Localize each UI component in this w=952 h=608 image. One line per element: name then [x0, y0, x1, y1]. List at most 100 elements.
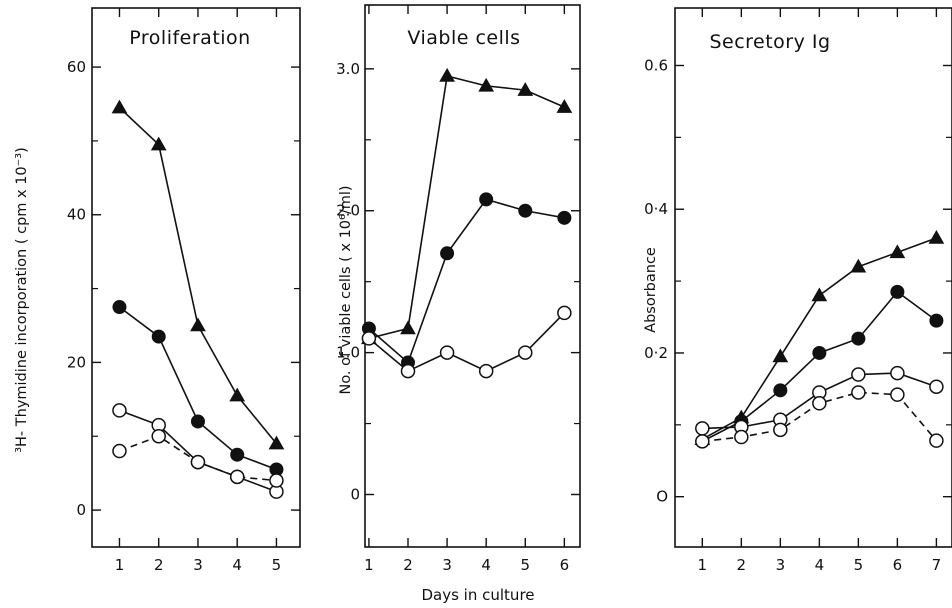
triangle-marker [556, 99, 573, 113]
y-tick-label: 0 [76, 501, 86, 519]
open-circle-marker [773, 422, 788, 438]
x-tick-label: 5 [272, 556, 282, 574]
open-circle-marker [439, 345, 455, 360]
series-line [118, 107, 278, 445]
triangle-marker [478, 77, 495, 92]
open-circle-marker [929, 433, 944, 448]
filled-circle-marker [112, 300, 127, 315]
triangle-marker [190, 317, 206, 332]
x-tick-label: 5 [854, 556, 864, 574]
open-circle-marker [229, 469, 245, 485]
triangle-marker [928, 229, 945, 244]
series-line [368, 74, 565, 340]
open-circle-marker [151, 428, 166, 444]
open-circle-marker [695, 434, 710, 449]
y-tick-label: 0.6 [644, 56, 668, 74]
y-tick-label: 0·4 [644, 200, 668, 218]
triangle-marker [811, 287, 828, 302]
triangle-marker [889, 244, 906, 259]
x-tick-label: 3 [193, 556, 203, 574]
open-circle-marker [851, 367, 866, 382]
filled-circle-marker [773, 383, 788, 398]
triangle-marker [400, 320, 416, 335]
x-tick-label: 2 [737, 556, 747, 574]
series-line [368, 198, 565, 364]
plot-frame [674, 7, 952, 548]
y-tick-label: 3.0 [336, 60, 360, 78]
triangle-marker [517, 82, 534, 96]
open-circle-marker [890, 387, 905, 402]
open-circle-marker [812, 396, 827, 411]
open-circle-marker [400, 363, 416, 379]
open-circle-marker [929, 379, 944, 394]
filled-circle-marker [440, 246, 455, 261]
open-circle-marker [112, 403, 127, 418]
open-circle-marker [518, 345, 533, 360]
open-circle-marker [734, 429, 749, 445]
open-circle-marker [557, 305, 572, 321]
panel-title: Secretory Ig [709, 31, 830, 53]
filled-circle-marker [518, 203, 533, 218]
open-circle-marker [478, 363, 494, 379]
panel-title: Viable cells [407, 27, 520, 49]
filled-circle-marker [851, 331, 866, 346]
y-tick-label: 40 [67, 206, 86, 224]
filled-circle-marker [890, 284, 905, 299]
open-circle-marker [890, 365, 905, 381]
x-tick-label: 4 [232, 556, 242, 574]
panel-viable-cells: Viable cells No. of viable cells ( x 10⁶/… [336, 4, 581, 574]
panel-title: Proliferation [129, 27, 250, 49]
panel-secretory-ig: Secretory Ig Absorbance O 0·2 0·4 0.6 1 2 3 4 5 6 7 [643, 7, 952, 574]
y-tick-label: O [656, 488, 668, 506]
filled-circle-marker [812, 345, 827, 360]
triangle-marker [772, 348, 789, 363]
y-axis-title: Absorbance [643, 247, 659, 333]
y-tick-label: 60 [67, 58, 86, 76]
y-tick-label: 0 [350, 486, 360, 504]
panel-proliferation: Proliferation ³H- Thymidine incorporation… [14, 7, 301, 574]
triangle-marker [850, 258, 867, 273]
y-axis-title: ³H- Thymidine incorporation ( cpm x 10⁻³… [14, 147, 30, 453]
series-line [118, 306, 277, 471]
y-axis-title: No. of viable cells ( x 10⁶/ml) [338, 185, 354, 394]
triangle-marker [229, 387, 246, 402]
y-tick-label: 2.0 [336, 202, 360, 220]
filled-circle-marker [557, 210, 572, 225]
filled-circle-marker [151, 329, 166, 344]
x-tick-label: 7 [932, 556, 942, 574]
y-tick-label: 1.0 [336, 344, 360, 362]
y-tick-label: 0·2 [644, 344, 668, 362]
open-circle-marker [269, 473, 284, 488]
filled-circle-marker [230, 447, 245, 462]
open-circle-marker [695, 421, 710, 436]
x-axis-title: Days in culture [421, 586, 534, 604]
x-tick-label: 2 [154, 556, 164, 574]
filled-circle-marker [929, 313, 944, 328]
x-tick-label: 6 [560, 556, 570, 574]
x-tick-label: 6 [893, 556, 903, 574]
triangle-marker [111, 99, 128, 114]
filled-circle-marker [479, 192, 494, 207]
y-tick-label: 20 [67, 353, 86, 371]
x-tick-label: 4 [481, 556, 491, 574]
series-line [368, 312, 565, 373]
triangle-marker [439, 67, 455, 82]
triangle-marker [150, 136, 167, 151]
plot-frame [91, 7, 301, 548]
x-tick-label: 1 [115, 556, 125, 574]
x-tick-label: 5 [520, 556, 530, 574]
x-tick-label: 3 [776, 556, 786, 574]
open-circle-marker [851, 385, 866, 400]
x-tick-label: 1 [364, 556, 374, 574]
x-tick-label: 4 [815, 556, 825, 574]
triangle-marker [268, 435, 285, 450]
x-tick-label: 1 [698, 556, 708, 574]
x-tick-label: 2 [403, 556, 413, 574]
x-tick-label: 3 [442, 556, 452, 574]
filled-circle-marker [190, 414, 205, 429]
open-circle-marker [190, 454, 206, 470]
open-circle-marker [112, 443, 127, 459]
plot-frame [364, 4, 581, 548]
open-circle-marker [361, 331, 377, 346]
